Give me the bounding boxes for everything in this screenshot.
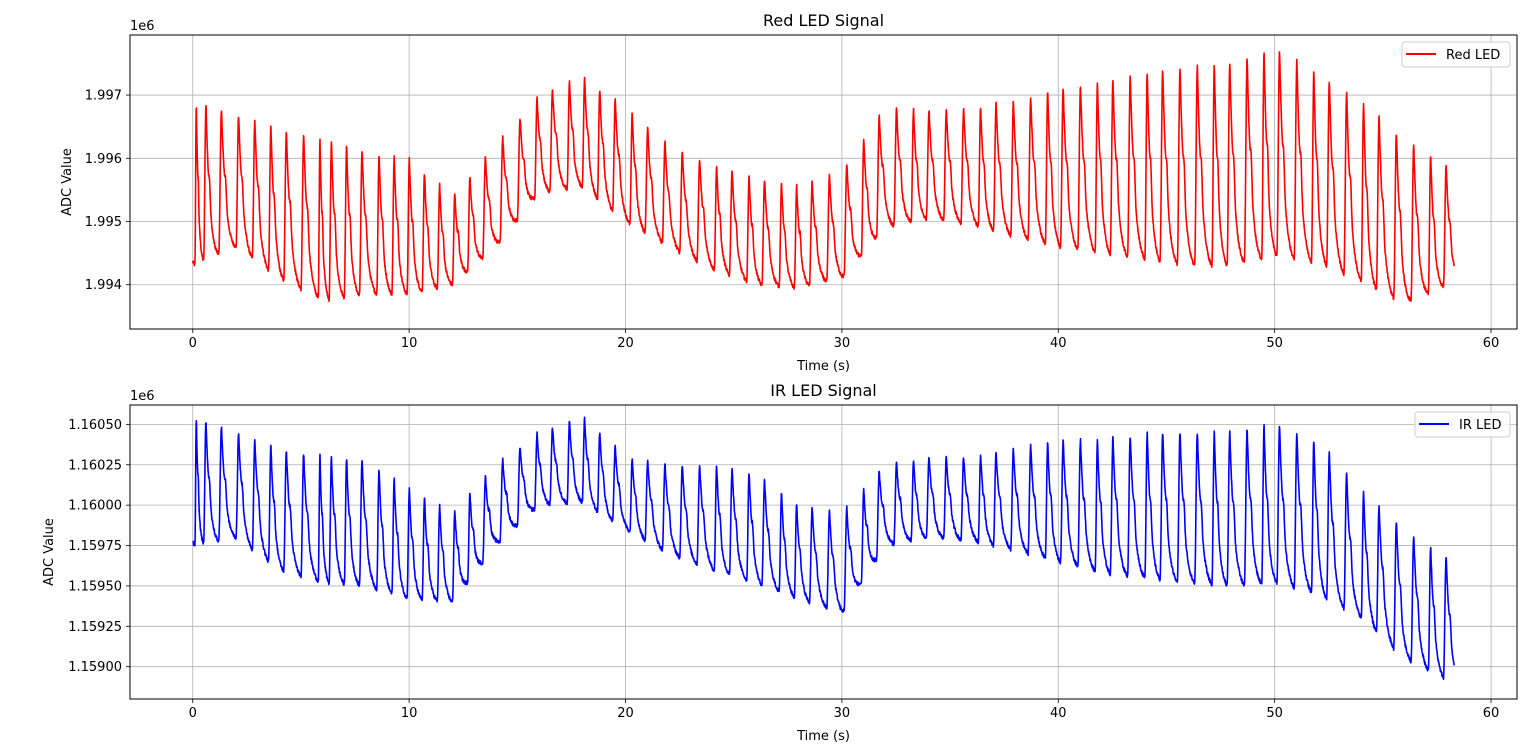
- y-tick-label: 1.15950: [68, 579, 122, 594]
- red-led-y-axis-label: ADC Value: [60, 148, 75, 216]
- x-tick-label: 20: [617, 706, 634, 721]
- red-led-axes-frame: [129, 34, 1518, 330]
- red-led-legend: Red LED: [1401, 41, 1511, 68]
- x-tick-label: 60: [1483, 706, 1500, 721]
- ir-led-x-ticks: 0 10 20 30 40 50 60: [189, 699, 1500, 721]
- red-led-plot-area: [191, 51, 1455, 303]
- y-tick-label: 1.16025: [68, 458, 122, 473]
- x-tick-label: 30: [834, 706, 851, 721]
- y-tick-label: 1.15975: [68, 539, 122, 554]
- ir-led-title: IR LED Signal: [770, 381, 877, 400]
- x-tick-label: 40: [1050, 336, 1067, 351]
- ir-led-x-axis-label: Time (s): [796, 729, 850, 744]
- red-led-legend-label: Red LED: [1446, 48, 1500, 63]
- ir-led-series-line: [192, 416, 1455, 681]
- y-tick-label: 1.994: [85, 278, 122, 293]
- red-led-x-ticks: 0 10 20 30 40 50 60: [189, 329, 1500, 351]
- ir-led-y-offset-label: 1e6: [130, 389, 155, 404]
- red-led-grid: [130, 35, 1517, 329]
- ir-led-legend: IR LED: [1414, 411, 1511, 438]
- ir-led-chart: 0 10 20 30 40 50 60 1.159001.159251.159501.159…: [42, 381, 1518, 744]
- red-led-y-ticks: 1.994 1.995 1.996 1.997: [85, 89, 130, 293]
- red-led-chart: 0 10 20 30 40 50 60 1.994 1.995 1.996 1.997 Red L…: [60, 11, 1518, 374]
- red-led-x-axis-label: Time (s): [796, 359, 850, 374]
- red-led-y-offset-label: 1e6: [130, 19, 155, 34]
- x-tick-label: 10: [401, 336, 418, 351]
- x-tick-label: 0: [189, 336, 197, 351]
- ir-led-grid: [130, 405, 1517, 699]
- red-led-legend-box: [1401, 41, 1511, 68]
- ir-led-y-ticks: 1.15900 1.15925 1.15950 1.15975 1.16000 1.160…: [68, 418, 130, 675]
- red-led-title: Red LED Signal: [763, 11, 884, 30]
- red-led-series-line: [191, 51, 1455, 303]
- y-tick-label: 1.15900: [68, 660, 122, 675]
- y-tick-label: 1.995: [85, 215, 122, 230]
- ir-led-legend-label: IR LED: [1459, 418, 1501, 433]
- x-tick-label: 60: [1483, 336, 1500, 351]
- ir-led-y-axis-label: ADC Value: [42, 518, 57, 586]
- x-tick-label: 50: [1266, 336, 1283, 351]
- x-tick-label: 20: [617, 336, 634, 351]
- x-tick-label: 40: [1050, 706, 1067, 721]
- y-tick-label: 1.997: [85, 89, 122, 104]
- x-tick-label: 50: [1266, 706, 1283, 721]
- y-tick-label: 1.16050: [68, 418, 122, 433]
- ir-led-plot-area: [192, 416, 1455, 681]
- x-tick-label: 0: [189, 706, 197, 721]
- x-tick-label: 10: [401, 706, 418, 721]
- x-tick-label: 30: [834, 336, 851, 351]
- y-tick-label: 1.16000: [68, 499, 122, 514]
- y-tick-label: 1.996: [85, 152, 122, 167]
- y-tick-label: 1.15925: [68, 620, 122, 635]
- ir-led-legend-box: [1414, 411, 1511, 438]
- ir-led-axes-frame: [129, 404, 1518, 700]
